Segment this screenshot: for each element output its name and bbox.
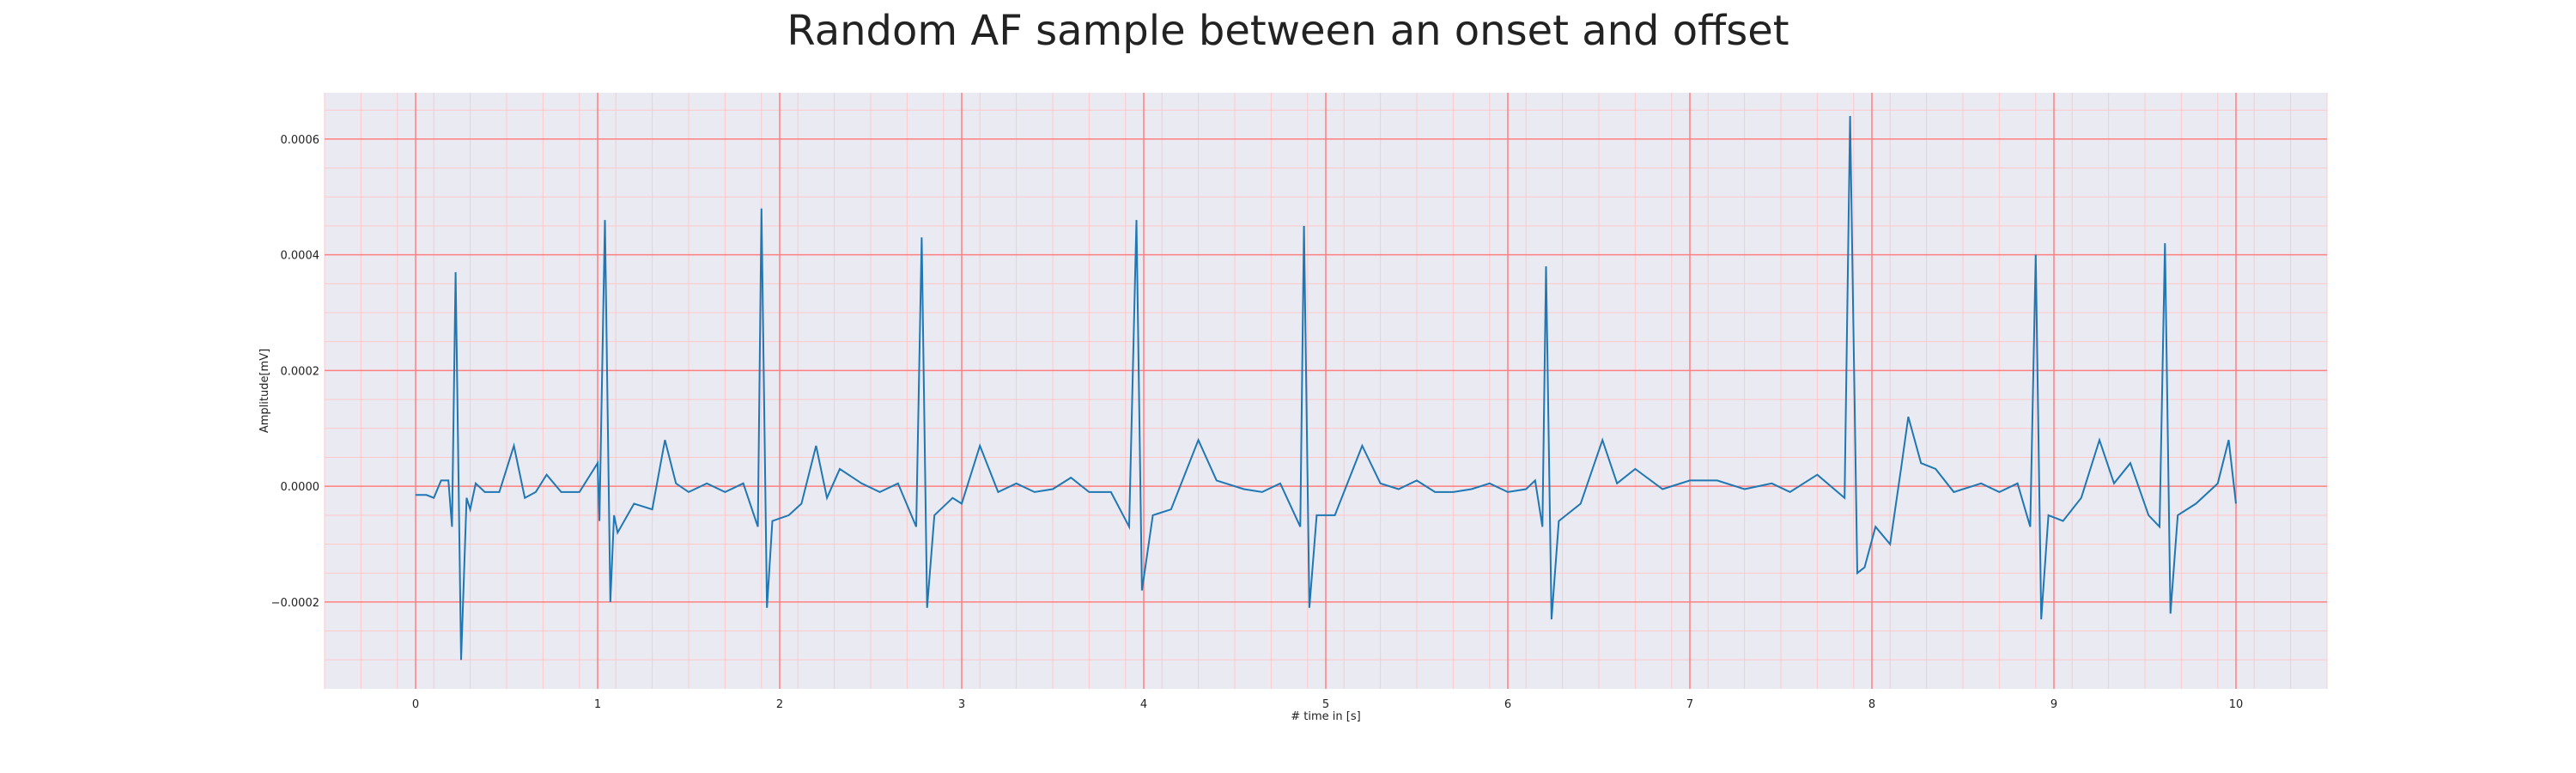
chart-title: Random AF sample between an onset and of… [787, 7, 1789, 55]
x-axis: 0 1 2 3 4 5 6 7 8 9 10 [412, 698, 2243, 711]
x-axis-label: # time in [s] [1291, 710, 1360, 723]
y-tick-label: 0.0006 [281, 134, 320, 147]
y-tick-label: 0.0000 [281, 481, 320, 494]
y-axis-label: Amplitude[mV] [258, 349, 271, 433]
y-tick-label: −0.0002 [271, 597, 319, 610]
y-axis: −0.0002 0.0000 0.0002 0.0004 0.0006 [271, 134, 319, 610]
x-tick-label: 9 [2050, 698, 2057, 711]
series-line [416, 115, 2237, 660]
x-tick-label: 7 [1686, 698, 1693, 711]
y-tick-label: 0.0004 [281, 250, 320, 263]
x-tick-label: 1 [594, 698, 601, 711]
x-tick-label: 0 [412, 698, 419, 711]
x-tick-label: 4 [1140, 698, 1147, 711]
x-tick-label: 3 [958, 698, 965, 711]
x-tick-label: 6 [1504, 698, 1511, 711]
x-tick-label: 5 [1322, 698, 1329, 711]
x-tick-label: 10 [2229, 698, 2244, 711]
x-tick-label: 2 [776, 698, 783, 711]
major-grid [325, 93, 2327, 689]
x-tick-label: 8 [1868, 698, 1875, 711]
y-tick-label: 0.0002 [281, 365, 320, 378]
